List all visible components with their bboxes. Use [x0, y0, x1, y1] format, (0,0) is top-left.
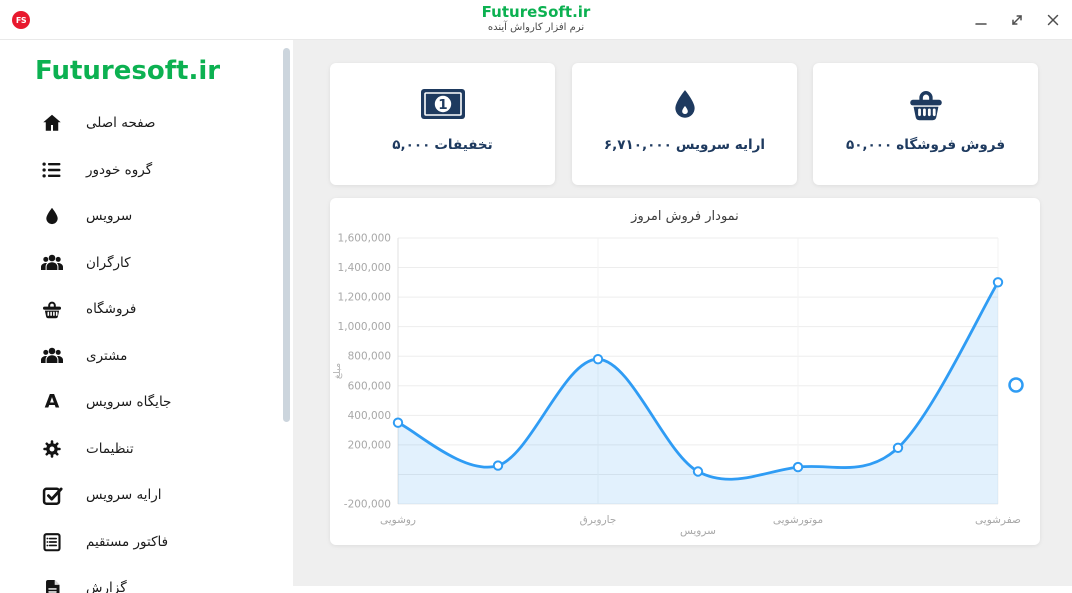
- titlebar-text: FutureSoft.ir نرم افزار کارواش آینده: [482, 3, 591, 34]
- sidebar-item-label: فروشگاه: [86, 301, 137, 318]
- data-point-marker: [692, 466, 704, 477]
- report-icon: [40, 576, 64, 593]
- droplet-icon: [40, 204, 64, 228]
- stat-card-banknote: 1 تخفیفات۵,۰۰۰: [330, 63, 555, 185]
- app-title: FutureSoft.ir: [481, 3, 591, 21]
- y-tick-label: 1,000,000: [338, 321, 391, 333]
- x-tick-label: سرویس: [680, 525, 716, 537]
- invoice-icon: [40, 530, 64, 554]
- stat-card-value: ۶,۷۱۰,۰۰۰: [603, 137, 672, 153]
- stat-card-label: ارایه سرویس: [675, 137, 766, 153]
- x-tick-label: صفرشویی: [975, 514, 1021, 526]
- data-point-marker: [892, 442, 904, 454]
- stat-card-label: فروش فروشگاه: [896, 137, 1006, 153]
- minimize-button[interactable]: [970, 9, 992, 31]
- sidebar-item-home-0[interactable]: صفحه اصلی: [0, 100, 293, 147]
- sidebar-item-gear-7[interactable]: تنظیمات: [0, 426, 293, 473]
- sidebar-item-basket-4[interactable]: فروشگاه: [0, 286, 293, 333]
- checkbox-icon: [40, 483, 64, 507]
- y-axis-title: مبلغ: [332, 363, 343, 379]
- stat-card-value: ۵۰,۰۰۰: [845, 137, 893, 153]
- sales-chart: 1,600,000 1,400,000 1,200,000 1,000,000 800,…: [332, 233, 1024, 537]
- sidebar-item-report-10[interactable]: گزارش: [0, 565, 293, 593]
- sidebar-scrollbar[interactable]: [283, 48, 290, 422]
- stat-card-value: ۵,۰۰۰: [392, 137, 431, 153]
- app-logo-icon: FS: [12, 11, 30, 29]
- sidebar-item-label: مشتری: [86, 347, 128, 364]
- svg-text:1: 1: [438, 97, 447, 113]
- sidebar-item-label: جایگاه سرویس: [86, 394, 172, 411]
- sidebar-item-invoice-9[interactable]: فاکتور مستقیم: [0, 519, 293, 566]
- stat-card-text: تخفیفات۵,۰۰۰: [392, 137, 492, 153]
- y-tick-label: 400,000: [348, 410, 391, 422]
- basket-icon: [40, 297, 64, 321]
- data-point-marker: [392, 417, 404, 428]
- y-tick-label: 600,000: [348, 380, 391, 392]
- x-tick-label: موتورشویی: [773, 514, 823, 526]
- users-icon: [40, 344, 64, 368]
- sidebar-item-label: کارگران: [86, 254, 131, 271]
- y-tick-label: 800,000: [348, 351, 391, 363]
- data-point-marker: [592, 354, 604, 365]
- x-tick-label: روشویی: [380, 514, 416, 526]
- stat-card-text: ارایه سرویس۶,۷۱۰,۰۰۰: [604, 137, 765, 153]
- sales-chart-card: 1,600,000 1,400,000 1,200,000 1,000,000 800,…: [330, 198, 1040, 545]
- sidebar-item-label: صفحه اصلی: [86, 115, 156, 132]
- data-point-marker: [992, 277, 1004, 288]
- y-tick-label: -200,000: [344, 499, 391, 511]
- main-content: 1 تخفیفات۵,۰۰۰ ارایه سرویس۶,۷۱۰,۰۰۰ فروش فر…: [293, 40, 1072, 593]
- data-point-marker: [792, 461, 804, 473]
- sidebar-item-label: گروه خودور: [86, 161, 153, 178]
- x-tick-label: جاروبرق: [580, 514, 617, 526]
- stat-card-text: فروش فروشگاه۵۰,۰۰۰: [846, 137, 1005, 153]
- y-tick-label: 1,600,000: [338, 233, 391, 245]
- sidebar-item-list-1[interactable]: گروه خودور: [0, 147, 293, 194]
- sidebar-item-users-5[interactable]: مشتری: [0, 333, 293, 380]
- sidebar-item-label: گزارش: [86, 580, 127, 593]
- sidebar-item-checkbox-8[interactable]: ارایه سرویس: [0, 472, 293, 519]
- y-tick-label: 200,000: [348, 439, 391, 451]
- minimize-icon: [975, 23, 987, 25]
- letter-a-icon: A: [40, 390, 64, 414]
- basket-icon: [905, 83, 947, 125]
- svg-text:A: A: [45, 391, 60, 413]
- sidebar-item-label: تنظیمات: [86, 440, 134, 457]
- stat-card-basket: فروش فروشگاه۵۰,۰۰۰: [813, 63, 1038, 185]
- close-icon: [1047, 14, 1059, 26]
- chart-title: نمودار فروش امروز: [631, 209, 739, 224]
- droplet-icon: [668, 83, 702, 125]
- y-tick-label: 1,400,000: [338, 262, 391, 274]
- list-icon: [40, 158, 64, 182]
- maximize-icon: [1012, 15, 1022, 25]
- bottom-strip: [293, 586, 1072, 593]
- app-subtitle: نرم افزار کارواش آینده: [487, 22, 585, 33]
- window-controls: [970, 9, 1064, 31]
- sidebar-item-letter-a-6[interactable]: A جایگاه سرویس: [0, 379, 293, 426]
- close-button[interactable]: [1042, 9, 1064, 31]
- sidebar-item-label: فاکتور مستقیم: [86, 533, 169, 550]
- y-tick-label: 1,200,000: [338, 292, 391, 304]
- legend-marker-icon: [1008, 377, 1024, 393]
- maximize-button[interactable]: [1006, 9, 1028, 31]
- stat-card-label: تخفیفات: [434, 137, 493, 153]
- users-icon: [40, 251, 64, 275]
- banknote-icon: 1: [420, 83, 466, 125]
- sidebar-item-users-3[interactable]: کارگران: [0, 240, 293, 287]
- data-point-marker: [492, 460, 504, 471]
- title-bar: FS FutureSoft.ir نرم افزار کارواش آینده: [0, 0, 1072, 40]
- home-icon: [40, 111, 64, 135]
- sidebar-item-droplet-2[interactable]: سرویس: [0, 193, 293, 240]
- stat-card-droplet: ارایه سرویس۶,۷۱۰,۰۰۰: [572, 63, 797, 185]
- sidebar: Futuresoft.ir صفحه اصلی گروه خودور سرویس کا…: [0, 40, 293, 593]
- sidebar-brand: Futuresoft.ir: [35, 56, 221, 86]
- series-area: [398, 282, 998, 504]
- sidebar-menu: صفحه اصلی گروه خودور سرویس کارگران فروشگاه مش…: [0, 100, 293, 593]
- gear-icon: [40, 437, 64, 461]
- sidebar-item-label: سرویس: [86, 208, 133, 225]
- sidebar-item-label: ارایه سرویس: [86, 487, 162, 504]
